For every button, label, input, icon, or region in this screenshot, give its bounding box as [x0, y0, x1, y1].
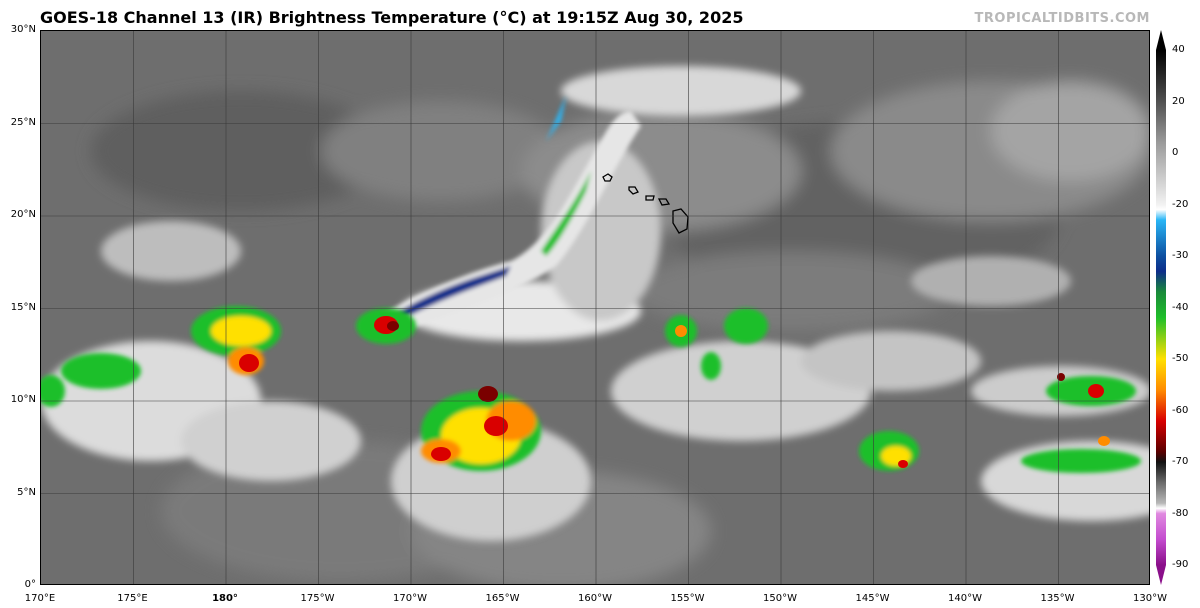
colorbar-label-m90: -90 [1172, 559, 1189, 570]
hawaiian-islands [602, 173, 689, 234]
lon-label-165w: 165°W [485, 593, 520, 604]
colorbar-label-20: 20 [1172, 95, 1185, 107]
lat-label-10n: 10°N [10, 394, 36, 405]
temperature-colorbar [1156, 50, 1166, 565]
colorbar-label-m50: -50 [1172, 353, 1189, 364]
colorbar-label-m70: -70 [1172, 456, 1189, 467]
colorbar-label-m20: -20 [1172, 198, 1189, 210]
lon-label-170e: 170°E [24, 593, 56, 604]
lon-label-155w: 155°W [670, 593, 705, 604]
lat-lon-grid [41, 31, 1149, 584]
colorbar-label-m40: -40 [1172, 301, 1189, 313]
lat-label-20n: 20°N [10, 209, 36, 220]
colorbar-bottom-extend [1156, 565, 1166, 585]
lon-label-170w: 170°W [393, 593, 427, 604]
white-cloud-bands [41, 66, 1149, 541]
lat-label-30n: 30°N [10, 24, 36, 35]
lon-label-175e: 175°E [117, 593, 148, 604]
map-title: GOES-18 Channel 13 (IR) Brightness Tempe… [40, 8, 744, 27]
convective-clusters [41, 306, 1141, 473]
lon-label-160w: 160°W [578, 593, 612, 604]
lon-label-150w: 150°W [763, 593, 797, 604]
colorbar-label-m80: -80 [1172, 507, 1189, 519]
lon-label-175w: 175°W [300, 593, 335, 604]
colorbar-label-40: 40 [1172, 44, 1185, 55]
lon-label-140w: 140°W [948, 593, 982, 604]
colorbar-label-0: 0 [1172, 147, 1179, 158]
satellite-imagery [41, 31, 1149, 584]
lat-label-5n: 5°N [17, 486, 36, 498]
colorbar-top-extend [1156, 30, 1166, 50]
lat-label-0: 0° [24, 579, 36, 590]
satellite-map[interactable] [40, 30, 1150, 585]
colorbar-label-m60: -60 [1172, 404, 1189, 416]
lon-label-180: 180° [212, 593, 238, 604]
lat-label-15n: 15°N [10, 301, 36, 313]
lon-label-130w: 130°W [1133, 593, 1167, 604]
colorbar-label-m30: -30 [1172, 250, 1189, 261]
lon-label-135w: 135°W [1040, 593, 1075, 604]
lat-label-25n: 25°N [10, 116, 36, 128]
source-credit: TROPICALTIDBITS.COM [974, 11, 1150, 26]
lon-label-145w: 145°W [855, 593, 890, 604]
